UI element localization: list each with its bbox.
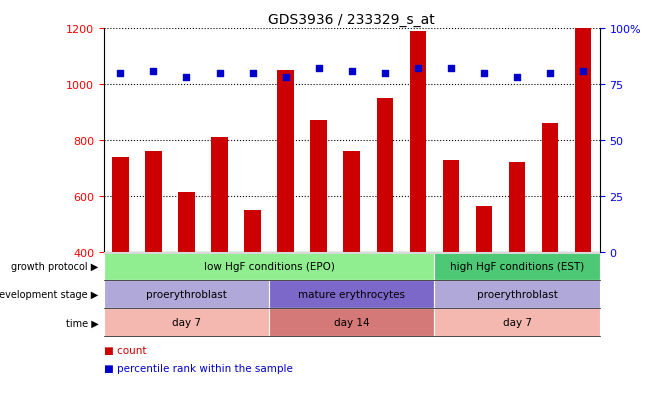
Bar <box>104 280 269 309</box>
Text: high HgF conditions (EST): high HgF conditions (EST) <box>450 261 584 271</box>
Point <box>512 75 523 81</box>
Point <box>478 70 489 77</box>
Point <box>280 75 291 81</box>
Bar <box>211 138 228 364</box>
Point <box>446 66 456 72</box>
Text: proerythroblast: proerythroblast <box>476 290 557 299</box>
Bar <box>269 280 434 309</box>
Title: GDS3936 / 233329_s_at: GDS3936 / 233329_s_at <box>269 12 435 26</box>
Point <box>181 75 192 81</box>
Point <box>346 68 357 75</box>
Bar <box>575 29 592 364</box>
Point <box>578 68 588 75</box>
Point <box>314 66 324 72</box>
Bar <box>434 280 600 309</box>
Text: growth protocol ▶: growth protocol ▶ <box>11 261 98 271</box>
Point <box>115 70 126 77</box>
Text: low HgF conditions (EPO): low HgF conditions (EPO) <box>204 261 334 271</box>
Text: day 7: day 7 <box>502 318 531 328</box>
Bar <box>377 99 393 364</box>
Text: development stage ▶: development stage ▶ <box>0 290 98 299</box>
Bar <box>476 206 492 364</box>
Bar <box>542 124 558 364</box>
Text: day 14: day 14 <box>334 318 370 328</box>
Bar <box>409 32 426 364</box>
Text: mature erythrocytes: mature erythrocytes <box>298 290 405 299</box>
Bar <box>112 157 129 364</box>
Text: ■ percentile rank within the sample: ■ percentile rank within the sample <box>104 363 293 373</box>
Bar <box>434 309 600 337</box>
Point <box>214 70 225 77</box>
Text: day 7: day 7 <box>172 318 201 328</box>
Bar <box>277 71 294 364</box>
Bar <box>245 211 261 364</box>
Bar <box>434 252 600 280</box>
Point <box>148 68 159 75</box>
Bar <box>104 309 269 337</box>
Text: ■ count: ■ count <box>104 345 146 355</box>
Bar <box>443 160 459 364</box>
Point <box>413 66 423 72</box>
Point <box>545 70 555 77</box>
Point <box>247 70 258 77</box>
Text: proerythroblast: proerythroblast <box>146 290 227 299</box>
Bar <box>178 192 195 364</box>
Bar <box>145 152 161 364</box>
Text: time ▶: time ▶ <box>66 318 98 328</box>
Bar <box>310 121 327 364</box>
Bar <box>509 163 525 364</box>
Bar <box>344 152 360 364</box>
Bar <box>104 252 434 280</box>
Bar <box>269 309 434 337</box>
Point <box>379 70 390 77</box>
